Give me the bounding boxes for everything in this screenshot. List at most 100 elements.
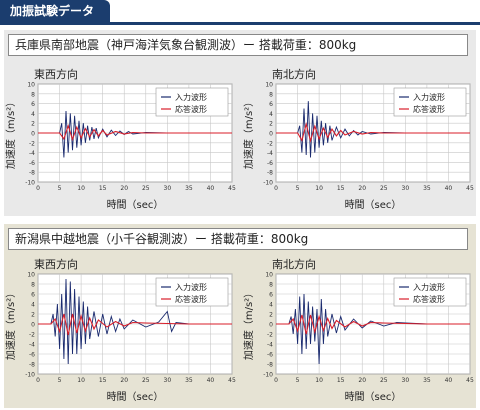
x-tick-label: 40 [445,185,453,192]
y-tick-label: 2 [269,312,273,319]
y-tick-label: -10 [25,372,35,379]
y-axis-label: 加速度（m/s²） [4,97,17,169]
x-axis-label: 時間（sec） [345,199,402,211]
y-tick-label: -2 [29,140,35,147]
x-tick-label: 0 [36,185,40,192]
legend-box [393,87,467,117]
section-header-tab: 加振試験データ [0,0,111,22]
y-tick-label: 6 [269,101,273,108]
x-tick-label: 10 [315,185,323,192]
x-tick-label: 0 [36,377,40,384]
y-tick-label: 10 [27,272,35,279]
x-tick-label: 45 [466,185,474,192]
x-tick-label: 5 [296,185,300,192]
y-tick-label: -4 [267,150,273,157]
x-tick-label: 25 [142,377,150,384]
x-tick-label: 0 [274,185,278,192]
x-tick-label: 30 [402,185,410,192]
x-tick-label: 10 [77,185,85,192]
x-axis-label: 時間（sec） [107,199,164,211]
legend-label: 入力波形 [175,282,207,292]
x-tick-label: 15 [99,185,107,192]
y-tick-label: 2 [31,312,35,319]
x-tick-label: 20 [120,185,128,192]
y-axis-label: 加速度（m/s²） [242,288,255,360]
y-tick-label: 8 [31,282,35,289]
y-tick-label: 10 [265,272,273,279]
x-tick-label: 35 [423,185,431,192]
legend-label: 入力波形 [175,92,207,102]
y-tick-label: 6 [31,292,35,299]
x-tick-label: 15 [337,377,345,384]
y-tick-label: -8 [267,362,273,369]
y-tick-label: -4 [29,342,35,349]
section-title-hyogo: 兵庫県南部地震（神戸海洋気象台観測波）ー 搭載荷重：800kg [8,34,468,56]
x-tick-label: 0 [274,377,278,384]
y-tick-label: -6 [29,352,35,359]
panel-title-hyogo-ew: 東西方向 [34,68,78,81]
legend-label: 入力波形 [413,282,445,292]
legend-box [155,87,229,117]
y-tick-label: -8 [29,362,35,369]
y-tick-label: 8 [269,91,273,98]
x-tick-label: 25 [380,377,388,384]
panel-title-niigata-ew: 東西方向 [34,258,78,271]
x-tick-label: 5 [296,377,300,384]
y-tick-label: 6 [269,292,273,299]
response-waveform-line [276,314,470,335]
x-tick-label: 30 [164,377,172,384]
response-waveform-line [38,313,232,336]
x-tick-label: 35 [185,377,193,384]
x-tick-label: 40 [445,377,453,384]
y-tick-label: 2 [31,121,35,128]
x-tick-label: 25 [380,185,388,192]
y-tick-label: -4 [29,150,35,157]
y-tick-label: -6 [29,160,35,167]
legend-label: 入力波形 [413,92,445,102]
response-waveform-line [38,123,232,142]
y-tick-label: 8 [269,282,273,289]
legend-label: 応答波形 [175,104,207,114]
x-tick-label: 45 [228,377,236,384]
x-tick-label: 35 [423,377,431,384]
x-tick-label: 15 [337,185,345,192]
x-tick-label: 35 [185,185,193,192]
x-tick-label: 10 [77,377,85,384]
y-tick-label: 4 [269,302,273,309]
y-tick-label: 10 [265,82,273,89]
y-tick-label: -8 [29,170,35,177]
x-tick-label: 20 [358,185,366,192]
x-tick-label: 40 [207,185,215,192]
y-tick-label: 4 [31,111,35,118]
y-tick-label: 2 [269,121,273,128]
panel-title-niigata-ns: 南北方向 [272,258,316,271]
x-tick-label: 20 [358,377,366,384]
y-tick-label: 0 [269,131,273,138]
x-axis-label: 時間（sec） [107,391,164,403]
y-tick-label: -10 [263,180,273,187]
input-waveform-line [276,101,470,158]
x-tick-label: 45 [466,377,474,384]
y-tick-label: 6 [31,101,35,108]
panel-title-hyogo-ns: 南北方向 [272,68,316,81]
x-tick-label: 20 [120,377,128,384]
y-tick-label: -8 [267,170,273,177]
y-tick-label: 0 [31,131,35,138]
y-tick-label: -4 [267,342,273,349]
y-tick-label: 4 [269,111,273,118]
legend-label: 応答波形 [413,104,445,114]
y-tick-label: 4 [31,302,35,309]
y-tick-label: 0 [269,322,273,329]
x-tick-label: 15 [99,377,107,384]
y-tick-label: -2 [267,140,273,147]
y-tick-label: 0 [31,322,35,329]
y-tick-label: -2 [29,332,35,339]
y-tick-label: -6 [267,160,273,167]
section-title-niigata: 新潟県中越地震（小千谷観測波）ー 搭載荷重：800kg [8,228,468,250]
x-tick-label: 10 [315,377,323,384]
legend-box [155,277,229,307]
legend-label: 応答波形 [175,294,207,304]
y-tick-label: 10 [27,82,35,89]
